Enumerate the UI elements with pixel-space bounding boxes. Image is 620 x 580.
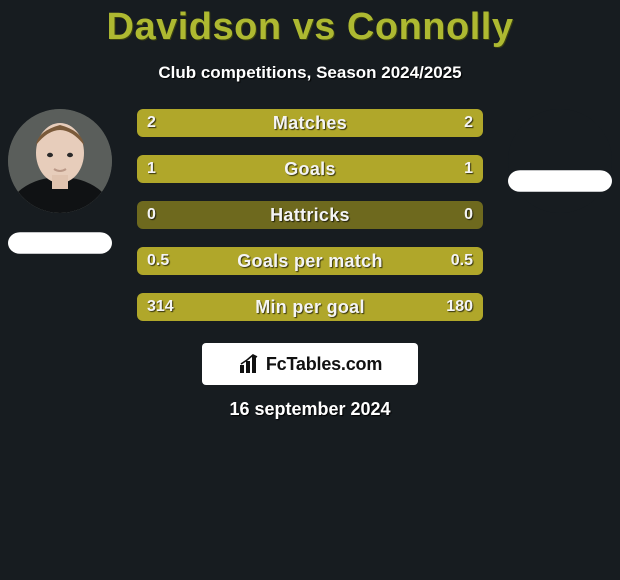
stat-bar-value-right: 180 bbox=[446, 293, 473, 321]
avatar-right bbox=[508, 109, 612, 213]
player-right bbox=[508, 109, 612, 193]
stat-bar-label: Goals bbox=[137, 155, 483, 183]
player-left-name-pill bbox=[8, 232, 112, 254]
player-right-name-pill bbox=[508, 170, 612, 192]
avatar-right-placeholder bbox=[508, 109, 612, 213]
page-title: Davidson vs Connolly bbox=[0, 0, 620, 49]
stat-bar: Hattricks0 0 bbox=[137, 201, 483, 229]
stat-bar: Goals1 1 bbox=[137, 155, 483, 183]
stat-bar-value-right: 2 bbox=[464, 109, 473, 137]
stat-bar-value-left: 1 bbox=[147, 155, 156, 183]
avatar-left bbox=[8, 109, 112, 213]
stat-bar-value-left: 0 bbox=[147, 201, 156, 229]
stat-bar-label: Hattricks bbox=[137, 201, 483, 229]
stat-bar-label: Goals per match bbox=[137, 247, 483, 275]
stat-bar-label: Matches bbox=[137, 109, 483, 137]
brand-icon bbox=[238, 353, 260, 375]
stat-bar-label: Min per goal bbox=[137, 293, 483, 321]
stat-bar-value-left: 2 bbox=[147, 109, 156, 137]
comparison-arena: Matches2 2 Goals1 1 Hattricks0 0 Goals per mat… bbox=[0, 105, 620, 321]
stat-bar: Matches2 2 bbox=[137, 109, 483, 137]
stat-bar-value-left: 314 bbox=[147, 293, 174, 321]
stat-bars: Matches2 2 Goals1 1 Hattricks0 0 Goals per mat… bbox=[137, 105, 483, 321]
stat-bar-value-right: 0 bbox=[464, 201, 473, 229]
brand-text: FcTables.com bbox=[266, 354, 382, 375]
stat-bar-value-right: 1 bbox=[464, 155, 473, 183]
subtitle: Club competitions, Season 2024/2025 bbox=[0, 63, 620, 83]
avatar-left-image bbox=[8, 109, 112, 213]
date-text: 16 september 2024 bbox=[0, 399, 620, 420]
stat-bar-value-right: 0.5 bbox=[451, 247, 473, 275]
stat-bar-value-left: 0.5 bbox=[147, 247, 169, 275]
player-left bbox=[8, 109, 112, 255]
brand-box: FcTables.com bbox=[202, 343, 418, 385]
stat-bar: Goals per match0.5 0.5 bbox=[137, 247, 483, 275]
stat-bar: Min per goal314 180 bbox=[137, 293, 483, 321]
